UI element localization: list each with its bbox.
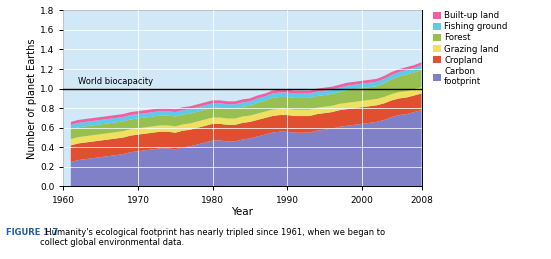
Text: FIGURE 1.7: FIGURE 1.7 [6,228,58,237]
Legend: Built-up land, Fishing ground, Forest, Grazing land, Cropland, Carbon
footprint: Built-up land, Fishing ground, Forest, G… [433,11,507,86]
Text: World biocapacity: World biocapacity [78,77,153,86]
X-axis label: Year: Year [231,207,253,217]
Text: Humanity's ecological footprint has nearly tripled since 1961, when we began to
: Humanity's ecological footprint has near… [40,228,385,247]
Y-axis label: Number of planet Earths: Number of planet Earths [27,38,37,159]
